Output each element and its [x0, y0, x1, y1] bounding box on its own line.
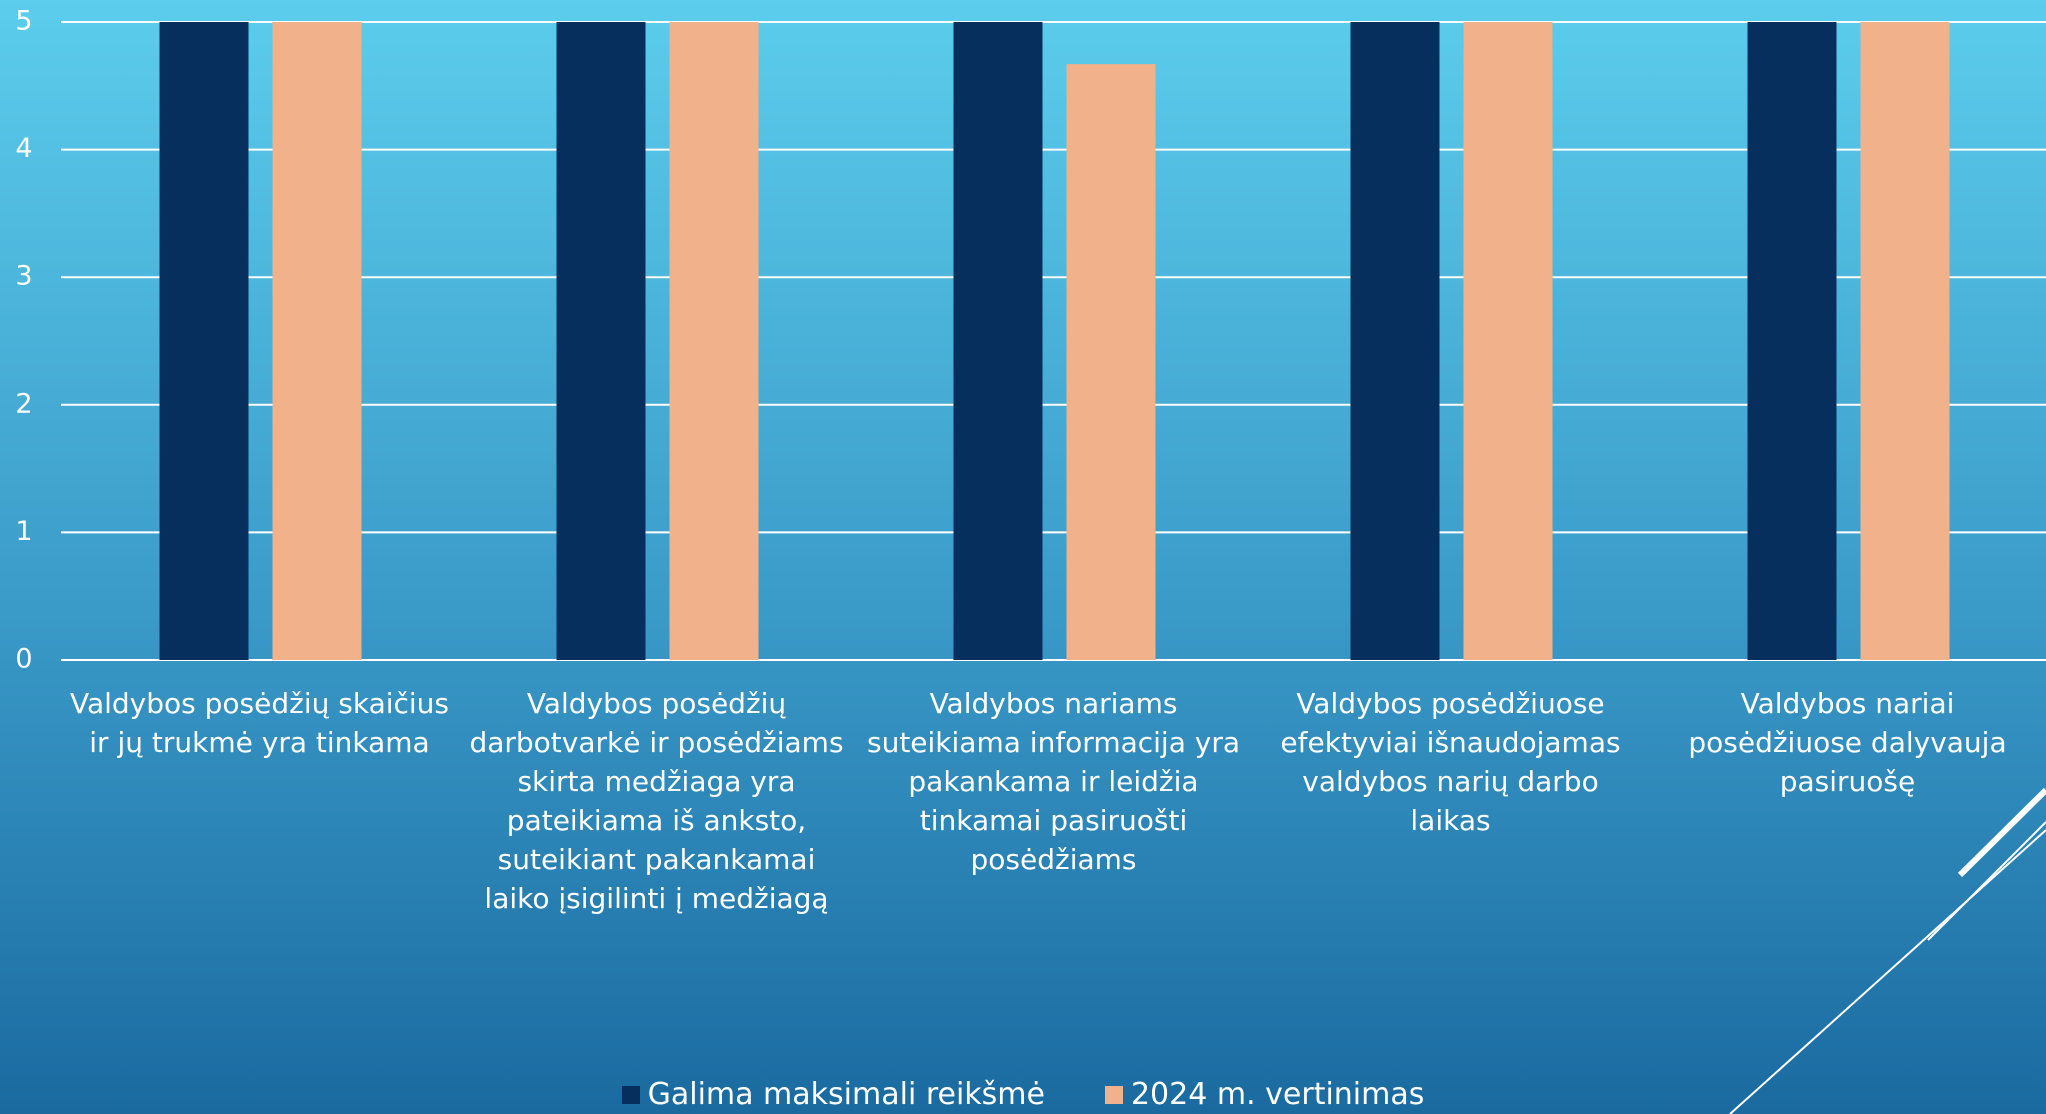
legend-swatch — [621, 1086, 640, 1104]
legend: Galima maksimali reikšmė 2024 m. vertinim… — [0, 1074, 2046, 1114]
x-tick-label: Valdybos posėdžiuose efektyviai išnaudoj… — [1280, 687, 1621, 837]
y-tick-label: 2 — [15, 388, 32, 419]
bar — [1747, 22, 1837, 660]
legend-item: Galima maksimali reikšmė — [621, 1076, 1045, 1112]
legend-swatch — [1104, 1086, 1123, 1104]
bar — [1350, 22, 1440, 660]
bar — [272, 22, 362, 660]
bar — [1066, 64, 1156, 660]
bar — [1860, 22, 1950, 660]
bar — [1463, 22, 1553, 660]
legend-item: 2024 m. vertinimas — [1104, 1076, 1425, 1112]
y-tick-label: 0 — [15, 644, 32, 675]
legend-label: 2024 m. vertinimas — [1130, 1076, 1425, 1112]
y-tick-label: 1 — [15, 516, 32, 547]
bar — [669, 22, 759, 660]
legend-label: Galima maksimali reikšmė — [647, 1076, 1045, 1112]
x-tick-label: Valdybos nariams suteikiama informacija … — [866, 687, 1241, 876]
y-tick-label: 4 — [15, 133, 32, 164]
bar — [159, 22, 249, 660]
x-tick-label: Valdybos posėdžių darbotvarkė ir posėdži… — [469, 687, 844, 915]
x-tick-label: Valdybos nariai posėdžiuose dalyvauja pa… — [1688, 687, 2007, 798]
bar — [556, 22, 646, 660]
y-tick-label: 5 — [15, 6, 32, 37]
y-tick-label: 3 — [15, 261, 32, 292]
bar — [953, 22, 1043, 660]
x-tick-label: Valdybos posėdžių skaičius ir jų trukmė … — [69, 687, 450, 759]
decoration — [1729, 787, 2046, 1114]
